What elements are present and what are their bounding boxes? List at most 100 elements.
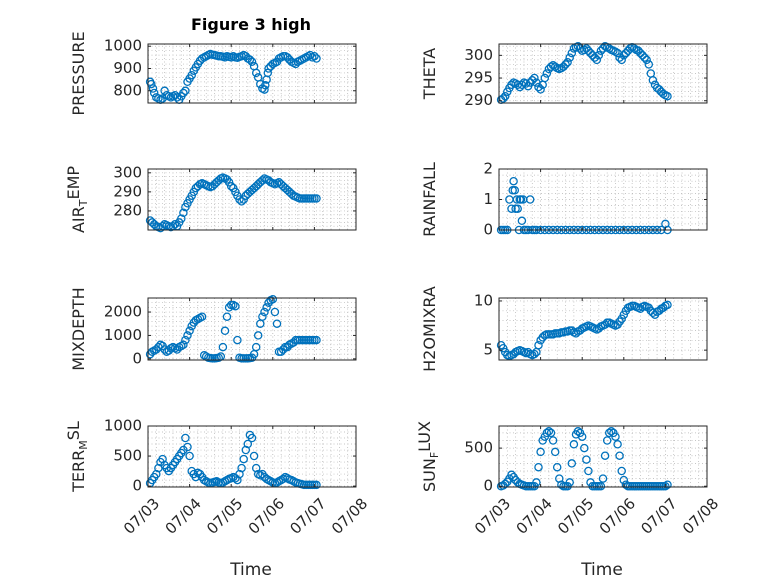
data-point [220, 326, 230, 336]
data-point [258, 312, 267, 321]
data-point [149, 88, 159, 98]
data-point [663, 480, 672, 489]
data-point [621, 480, 631, 489]
data-point [638, 51, 647, 60]
y-tick-label: 1000 [104, 37, 142, 55]
data-point [629, 44, 639, 53]
y-tick-label: 10 [474, 291, 493, 309]
data-point [260, 307, 269, 317]
y-tick-label: 5 [483, 341, 493, 359]
y-tick-label: 290 [464, 91, 493, 109]
data-point [507, 204, 516, 213]
plot-area [499, 44, 707, 103]
y-axis-label: H2OMIXRA [420, 286, 439, 372]
x-tick-label: 07/07 [286, 495, 329, 538]
data-point [567, 48, 577, 58]
x-tick-label: 07/05 [203, 495, 246, 538]
subplot-theta: 290 295 300 THETA [420, 42, 708, 109]
data-point [224, 303, 234, 312]
data-point [185, 451, 194, 461]
data-point [239, 454, 248, 464]
data-point [231, 301, 240, 311]
data-point [542, 69, 552, 78]
data-point [602, 436, 612, 445]
axes-box [147, 168, 357, 231]
data-point [177, 214, 186, 223]
data-point [251, 68, 261, 78]
data-point [575, 44, 585, 53]
data-point [598, 44, 608, 53]
y-tick-label: 0 [132, 477, 142, 495]
data-point [546, 428, 556, 438]
data-point [619, 51, 629, 60]
data-point [565, 478, 574, 487]
data-point [507, 80, 516, 90]
data-point [179, 208, 188, 218]
data-point [594, 324, 604, 333]
axes-box [147, 297, 357, 361]
data-point [604, 428, 614, 438]
data-point [542, 428, 552, 438]
subplot-pressure: 800 900 1000 PRESSURE [69, 31, 357, 116]
data-point [615, 451, 624, 460]
data-point [235, 195, 244, 204]
data-point [247, 57, 257, 67]
data-point [170, 90, 180, 100]
data-point [590, 53, 599, 62]
data-point [247, 433, 257, 443]
data-point [513, 204, 522, 213]
data-point [183, 442, 192, 452]
data-point [312, 194, 321, 203]
data-point [170, 220, 180, 229]
data-point [187, 70, 196, 80]
data-point [272, 319, 282, 328]
y-axis-label: MIXDEPTH [69, 287, 88, 370]
data-point [546, 62, 556, 71]
x-tick-label: 07/04 [162, 495, 205, 538]
y-tick-label: 800 [113, 81, 142, 99]
data-point [550, 62, 560, 71]
y-axis-label: TERRMSL [64, 421, 90, 493]
data-point [256, 79, 265, 89]
data-point [577, 432, 587, 441]
markers [496, 300, 672, 361]
data-point [160, 86, 169, 96]
data-point [264, 176, 273, 185]
data-point [557, 480, 566, 489]
data-point [500, 91, 510, 101]
data-point [615, 53, 624, 62]
data-point [582, 455, 591, 464]
x-tick-label: 07/06 [245, 495, 288, 538]
plot-area [499, 426, 707, 487]
data-point [515, 82, 525, 92]
data-point [596, 481, 606, 491]
data-point [179, 88, 188, 98]
data-point [310, 51, 319, 61]
data-point [580, 443, 589, 453]
data-point [507, 470, 516, 480]
data-point [287, 189, 296, 199]
y-tick-label: 300 [464, 46, 493, 64]
data-point [565, 53, 574, 62]
data-point [243, 439, 253, 449]
data-point [528, 76, 537, 85]
data-point [218, 342, 228, 352]
data-point [510, 186, 520, 195]
data-point [596, 46, 606, 56]
y-tick-label: 0 [483, 477, 493, 495]
markers [145, 294, 321, 363]
data-point [251, 342, 261, 352]
data-point [663, 300, 672, 310]
subplot-rainfall: 0 1 2 RAINFALL [420, 160, 708, 239]
data-point [607, 427, 616, 436]
data-point [617, 466, 626, 476]
markers [145, 430, 321, 490]
y-tick-label: 280 [113, 201, 142, 219]
data-point [148, 84, 158, 93]
data-point [561, 60, 570, 69]
data-point [617, 55, 626, 65]
data-point [552, 462, 562, 472]
data-point [181, 86, 190, 96]
